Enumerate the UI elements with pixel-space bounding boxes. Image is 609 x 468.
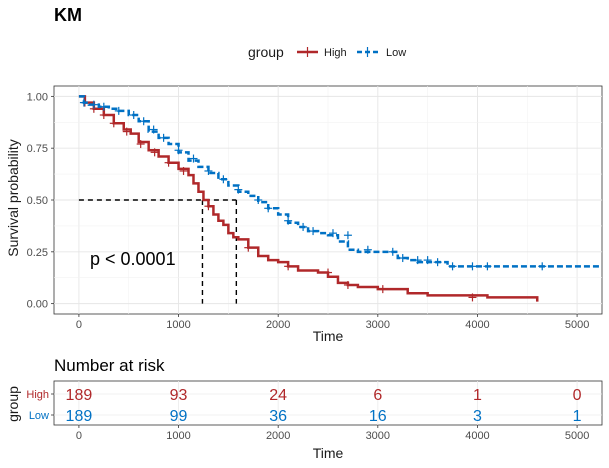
legend-key-low: [357, 47, 378, 57]
risk-y-axis-title: group: [5, 386, 21, 422]
censor-mark-low: [159, 133, 168, 142]
risk-axes: High Low 0 1000 2000 3000 4000 5000: [26, 389, 589, 442]
censor-mark-low: [448, 262, 457, 271]
censor-mark-low: [204, 166, 213, 175]
censor-mark-high: [244, 243, 253, 252]
risk-x-tick-label: 4000: [465, 430, 489, 442]
censor-mark-high: [284, 262, 293, 271]
censor-mark-low: [79, 98, 88, 107]
risk-x-axis-title: Time: [313, 445, 344, 461]
censor-mark-high: [99, 111, 108, 120]
x-tick-label: 2000: [266, 319, 290, 331]
risk-cells: 189 93 24 6 1 0 189 99 36 16 3 1: [66, 387, 582, 425]
censor-mark-high: [343, 280, 352, 289]
risk-row-label-high: High: [26, 389, 49, 401]
censor-mark-low: [99, 102, 108, 111]
censor-mark-low: [139, 117, 148, 126]
risk-cell-low: 16: [369, 408, 387, 425]
censor-mark-low: [343, 231, 352, 240]
censor-mark-high: [324, 268, 332, 277]
censor-mark-low: [219, 175, 228, 184]
censor-mark-low: [483, 262, 492, 271]
risk-cell-high: 6: [373, 387, 382, 404]
y-tick-label: 0.75: [27, 143, 48, 155]
legend-label-high: High: [324, 47, 347, 59]
censor-mark-low: [234, 185, 243, 194]
censor-mark-high: [122, 127, 131, 136]
censor-mark-low: [309, 227, 318, 236]
x-tick-label: 4000: [465, 319, 489, 331]
risk-cell-low: 99: [170, 408, 188, 425]
censor-mark-low: [174, 146, 183, 155]
risk-cell-low: 189: [66, 408, 93, 425]
censor-mark-high: [150, 148, 159, 157]
risk-cell-high: 1: [473, 387, 482, 404]
censor-mark-high: [109, 119, 118, 128]
x-tick-label: 1000: [166, 319, 190, 331]
censor-mark-low: [538, 262, 547, 271]
censor-mark-high: [164, 158, 173, 167]
censor-mark-low: [114, 106, 123, 115]
censor-mark-low: [398, 254, 407, 263]
censor-mark-low: [299, 222, 308, 231]
x-tick-label: 3000: [366, 319, 390, 331]
censor-mark-low: [254, 196, 263, 204]
series: [78, 95, 602, 302]
legend-key-high: [297, 47, 318, 57]
p-value-annotation: p < 0.0001: [90, 249, 176, 269]
y-tick-label: 1.00: [27, 91, 48, 103]
x-axis-title: Time: [313, 328, 344, 344]
legend: group High Low: [248, 44, 406, 60]
risk-cell-high: 93: [170, 387, 188, 404]
censor-mark-high: [136, 140, 145, 149]
legend-label-low: Low: [386, 47, 406, 59]
risk-cell-high: 189: [66, 387, 93, 404]
censor-mark-high: [468, 293, 477, 302]
censor-mark-low: [149, 125, 158, 134]
legend-title: group: [248, 44, 284, 60]
censor-mark-low: [284, 216, 293, 225]
censor-mark-low: [129, 111, 138, 120]
risk-x-tick-label: 3000: [366, 430, 390, 442]
chart-title: KM: [54, 5, 82, 25]
risk-cell-high: 24: [269, 387, 287, 404]
risk-cell-high: 0: [573, 387, 582, 404]
censor-mark-low: [189, 154, 198, 163]
y-tick-label: 0.00: [27, 299, 48, 311]
censor-mark-low: [363, 245, 372, 254]
censor-mark-high: [179, 166, 188, 175]
y-axis-title: Survival probability: [5, 139, 21, 257]
censor-mark-low: [89, 100, 98, 109]
risk-cell-low: 3: [473, 408, 482, 425]
censor-mark-high: [378, 285, 387, 294]
risk-x-tick-label: 2000: [266, 430, 290, 442]
y-tick-label: 0.25: [27, 247, 48, 259]
risk-x-tick-label: 5000: [565, 430, 589, 442]
y-tick-label: 0.50: [27, 195, 48, 207]
risk-x-tick-label: 0: [76, 430, 82, 442]
risk-row-label-low: Low: [29, 410, 49, 422]
survival-curve-low: [78, 95, 602, 268]
x-tick-label: 0: [76, 319, 82, 331]
risk-x-tick-label: 1000: [166, 430, 190, 442]
risk-table-panel: [53, 380, 603, 426]
censor-mark-low: [264, 204, 273, 213]
censor-mark-low: [423, 256, 432, 265]
risk-table-title: Number at risk: [54, 356, 165, 375]
risk-grid: [54, 381, 602, 425]
censor-mark-low: [468, 262, 477, 271]
censor-mark-low: [388, 247, 397, 256]
axes: 0 1000 2000 3000 4000 5000 0.00 0.25 0.50 0.75 1.0…: [27, 91, 590, 331]
censor-mark-low: [413, 256, 422, 265]
x-tick-label: 5000: [565, 319, 589, 331]
censor-mark-low: [433, 258, 442, 267]
censor-mark-high: [204, 202, 213, 211]
risk-cell-low: 36: [269, 408, 287, 425]
censor-mark-low: [328, 229, 337, 238]
risk-cell-low: 1: [573, 408, 582, 425]
survival-curve-high: [78, 95, 539, 302]
